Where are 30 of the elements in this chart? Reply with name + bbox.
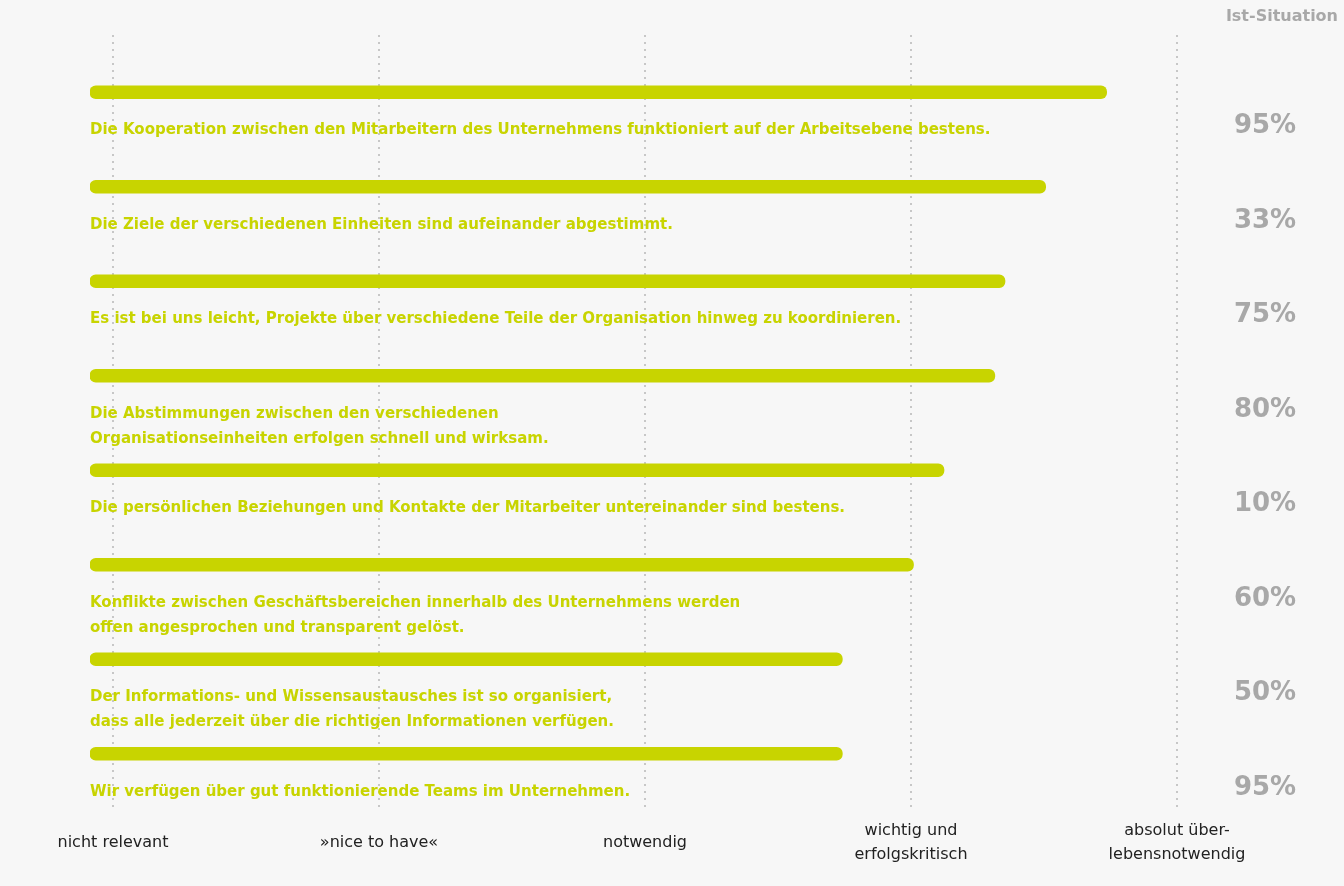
text: 75% <box>1233 298 1297 328</box>
bar <box>90 746 843 761</box>
text: 60% <box>1233 581 1297 612</box>
text: 80% <box>1233 392 1297 423</box>
text: 50% <box>1233 676 1297 706</box>
y-tick-label: Die persönlichen Beziehungen und Kontakte der Mitarbeiter untereinander sind bestens. <box>90 498 846 517</box>
bar <box>90 274 1006 289</box>
y-tick-label: Der Informations- und Wissensaustausches ist so organisiert, dass alle jederzeit über die richtigen Informationen verfügen. <box>90 687 614 731</box>
bar <box>90 85 1107 100</box>
text: absolut über- lebensnotwendig <box>1108 820 1246 864</box>
text: wichtig und erfolgskritisch <box>854 820 968 864</box>
bar <box>90 557 914 572</box>
y-tick-label: Die Abstimmungen zwischen den verschiedenen Organisationseinheiten erfolgen schnell und wirksam. <box>90 403 549 447</box>
y-tick-label: Die Ziele der verschiedenen Einheiten sind aufeinander abgestimmt. <box>90 214 673 233</box>
text: notwendig <box>602 832 688 852</box>
y-tick-label: Die Kooperation zwischen den Mitarbeitern des Unternehmens funktioniert auf der Arbeitsebene bestens. <box>90 120 991 139</box>
y-tick-label: Es ist bei uns leicht, Projekte über verschiedene Teile der Organisation hinweg zu koordinieren. <box>90 309 902 328</box>
text: 95% <box>1233 770 1297 801</box>
text: 33% <box>1233 203 1297 234</box>
text: 10% <box>1233 487 1297 517</box>
bar <box>90 652 843 667</box>
text: Ist-Situation <box>1225 6 1338 26</box>
bar <box>90 463 945 478</box>
text: 95% <box>1233 109 1297 139</box>
bar <box>90 368 996 383</box>
text: »nice to have« <box>319 832 439 852</box>
y-tick-label: Konflikte zwischen Geschäftsbereichen innerhalb des Unternehmens werden offen angesprochen und transparent gelöst. <box>90 592 741 636</box>
text: nicht relevant <box>57 832 169 852</box>
bar <box>90 179 1046 194</box>
y-tick-label: Wir verfügen über gut funktionierende Teams im Unternehmen. <box>90 781 631 800</box>
